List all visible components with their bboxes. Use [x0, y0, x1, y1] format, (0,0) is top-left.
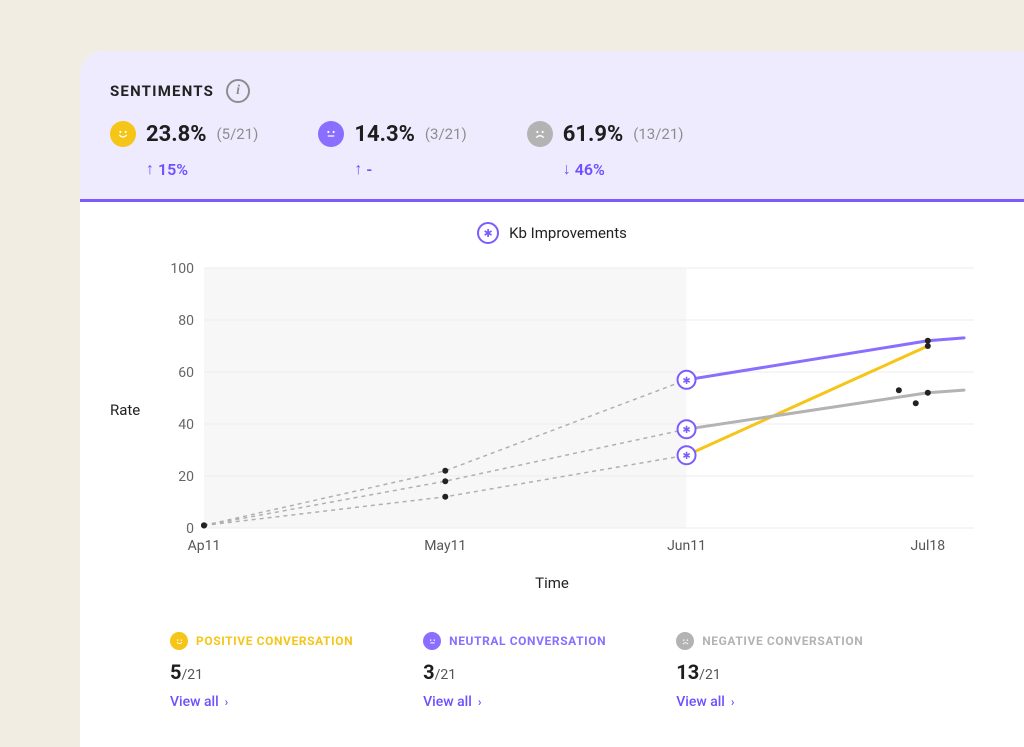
count-value: 3: [423, 660, 434, 684]
up-arrow-icon: ↑: [146, 159, 154, 179]
trend-value: -: [366, 160, 372, 179]
stat-neutral: 14.3% (3/21) ↑ -: [318, 121, 466, 179]
neutral-trend: ↑ -: [354, 159, 466, 179]
svg-text:✱: ✱: [683, 451, 691, 462]
count-value: 5: [170, 660, 181, 684]
svg-text:✱: ✱: [683, 425, 691, 436]
view-all-label: View all: [170, 694, 219, 710]
title-row: SENTIMENTS i: [110, 79, 994, 103]
svg-text:100: 100: [171, 261, 195, 277]
kb-label: Kb Improvements: [509, 224, 627, 242]
section-title: SENTIMENTS: [110, 82, 214, 100]
down-arrow-icon: ↓: [563, 159, 571, 179]
svg-text:20: 20: [179, 469, 195, 485]
legend-title-row: NEGATIVE CONVERSATION: [676, 632, 863, 650]
trend-value: 46%: [575, 160, 605, 179]
chevron-right-icon: ›: [478, 695, 482, 709]
chevron-right-icon: ›: [225, 695, 229, 709]
positive-trend: ↑ 15%: [146, 159, 258, 179]
svg-text:✱: ✱: [683, 376, 691, 387]
neutral-face-icon: [423, 632, 441, 650]
legend-count: 5/21: [170, 660, 353, 684]
legend-title: NEGATIVE CONVERSATION: [702, 634, 863, 648]
legend-count: 13/21: [676, 660, 863, 684]
kb-legend: ✱ Kb Improvements: [110, 222, 994, 244]
negative-pct: 61.9%: [563, 122, 624, 147]
up-arrow-icon: ↑: [354, 159, 362, 179]
svg-text:0: 0: [186, 521, 194, 537]
svg-text:80: 80: [179, 313, 195, 329]
sad-face-icon: [527, 121, 553, 147]
view-all-link[interactable]: View all ›: [170, 694, 353, 710]
svg-text:Jun11: Jun11: [667, 538, 706, 554]
trend-value: 15%: [158, 160, 188, 179]
neutral-face-icon: [318, 121, 344, 147]
dashboard-card: SENTIMENTS i 23.8% (5/21) ↑ 15%: [80, 51, 1024, 747]
sad-face-icon: [676, 632, 694, 650]
count-denom: /21: [181, 667, 203, 683]
legend-negative: NEGATIVE CONVERSATION 13/21 View all ›: [676, 632, 863, 710]
legend-title-row: POSITIVE CONVERSATION: [170, 632, 353, 650]
stat-top: 14.3% (3/21): [318, 121, 466, 147]
xaxis-label: Time: [110, 574, 994, 592]
view-all-label: View all: [676, 694, 725, 710]
legend-title: NEUTRAL CONVERSATION: [449, 634, 606, 648]
sentiments-header: SENTIMENTS i 23.8% (5/21) ↑ 15%: [80, 51, 1024, 202]
svg-text:60: 60: [179, 365, 195, 381]
happy-face-icon: [170, 632, 188, 650]
stat-positive: 23.8% (5/21) ↑ 15%: [110, 121, 258, 179]
svg-text:40: 40: [179, 417, 195, 433]
chart-plot: 0 20 40 60 80 100 Ap11 May11 Jun11 Jul18 ✱ ✱ ✱: [154, 258, 994, 562]
legend-title: POSITIVE CONVERSATION: [196, 634, 353, 648]
stat-top: 23.8% (5/21): [110, 121, 258, 147]
count-denom: /21: [699, 667, 721, 683]
negative-trend: ↓ 46%: [563, 159, 684, 179]
bottom-legend: POSITIVE CONVERSATION 5/21 View all › NE…: [80, 602, 1024, 730]
legend-neutral: NEUTRAL CONVERSATION 3/21 View all ›: [423, 632, 606, 710]
stats-row: 23.8% (5/21) ↑ 15% 14.3% (3/21): [110, 121, 994, 179]
count-denom: /21: [435, 667, 457, 683]
positive-pct: 23.8%: [146, 122, 207, 147]
star-circle-icon: ✱: [477, 222, 499, 244]
legend-title-row: NEUTRAL CONVERSATION: [423, 632, 606, 650]
chevron-right-icon: ›: [731, 695, 735, 709]
neutral-frac: (3/21): [425, 125, 467, 143]
chart-svg: 0 20 40 60 80 100 Ap11 May11 Jun11 Jul18 ✱ ✱ ✱: [154, 258, 974, 558]
positive-frac: (5/21): [217, 125, 259, 143]
page-background: SENTIMENTS i 23.8% (5/21) ↑ 15%: [0, 0, 1024, 747]
stat-negative: 61.9% (13/21) ↓ 46%: [527, 121, 684, 179]
svg-text:May11: May11: [424, 538, 466, 554]
view-all-link[interactable]: View all ›: [676, 694, 863, 710]
negative-frac: (13/21): [633, 125, 683, 143]
legend-count: 3/21: [423, 660, 606, 684]
happy-face-icon: [110, 121, 136, 147]
view-all-label: View all: [423, 694, 472, 710]
view-all-link[interactable]: View all ›: [423, 694, 606, 710]
svg-text:Ap11: Ap11: [188, 538, 221, 554]
legend-positive: POSITIVE CONVERSATION 5/21 View all ›: [170, 632, 353, 710]
count-value: 13: [676, 660, 699, 684]
chart-area: ✱ Kb Improvements Rate 0 20 40 60 80 100 Ap11 M…: [80, 202, 1024, 602]
yaxis-label: Rate: [110, 401, 140, 419]
info-icon[interactable]: i: [226, 79, 250, 103]
chart-wrap: Rate 0 20 40 60 80 100 Ap11 May11 Jun11 Jul18 ✱ ✱ ✱: [110, 258, 994, 562]
svg-text:Jul18: Jul18: [911, 538, 946, 554]
stat-top: 61.9% (13/21): [527, 121, 684, 147]
neutral-pct: 14.3%: [354, 122, 415, 147]
